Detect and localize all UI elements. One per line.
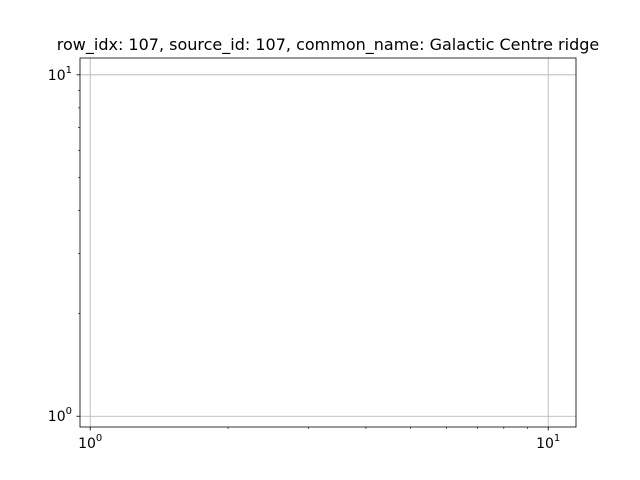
grid-lines: [80, 58, 576, 427]
axes-frame: [79, 57, 577, 428]
chart-title: row_idx: 107, source_id: 107, common_nam…: [57, 35, 599, 55]
plot-area: [80, 58, 576, 427]
